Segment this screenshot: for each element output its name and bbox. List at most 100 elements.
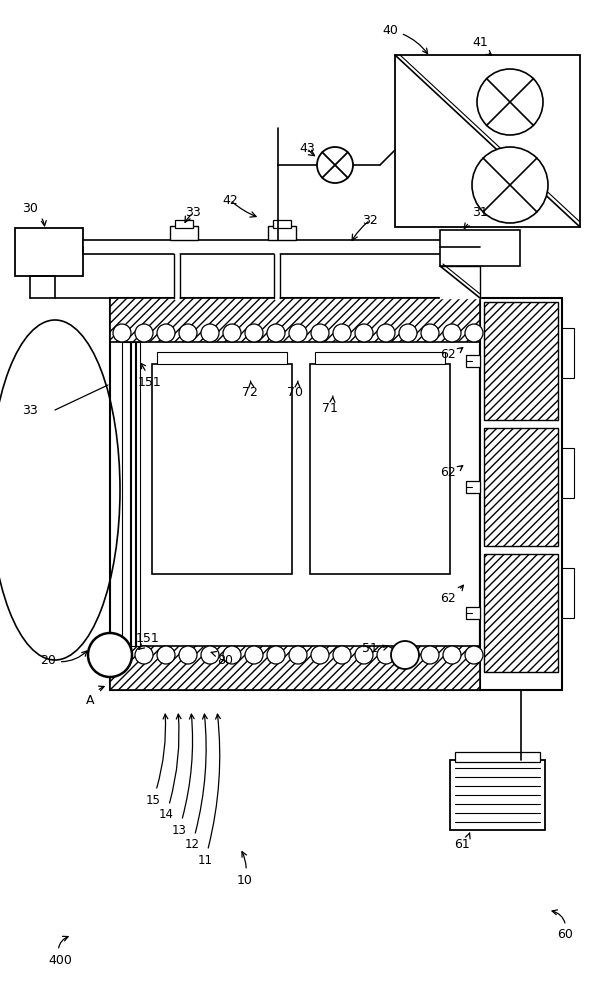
Circle shape [245,646,263,664]
Circle shape [311,646,329,664]
Text: 51: 51 [362,642,388,654]
Bar [83,240,480,254]
Bar [455,752,540,762]
Text: 41: 41 [472,35,491,55]
Bar [157,352,287,364]
Circle shape [113,324,131,342]
Text: 62: 62 [440,466,463,480]
Text: 15: 15 [146,714,168,806]
Circle shape [311,324,329,342]
Bar [110,646,480,690]
Bar [562,448,574,498]
Circle shape [157,324,175,342]
Bar [315,352,445,364]
Bar [110,298,480,690]
Circle shape [245,324,263,342]
Bar [484,428,558,546]
Text: 70: 70 [287,381,303,399]
Circle shape [399,646,417,664]
Circle shape [289,324,307,342]
Circle shape [377,324,395,342]
Bar [268,226,296,240]
Circle shape [443,324,461,342]
Circle shape [355,646,373,664]
Circle shape [377,646,395,664]
Bar [273,220,291,228]
Bar [136,342,140,646]
Bar [466,481,480,493]
Bar [310,364,450,574]
Circle shape [179,646,197,664]
Bar [175,220,193,228]
Circle shape [399,324,417,342]
Circle shape [421,324,439,342]
Circle shape [465,646,483,664]
Bar [440,230,520,266]
Circle shape [472,147,548,223]
Text: 32: 32 [362,214,378,227]
Bar [466,355,480,367]
Circle shape [465,324,483,342]
Text: 14: 14 [158,714,181,822]
Circle shape [201,646,219,664]
Bar [122,342,130,646]
Circle shape [421,646,439,664]
Text: 12: 12 [185,714,207,852]
Bar [562,328,574,378]
Bar [170,226,198,240]
Text: 71: 71 [322,396,338,414]
Text: 62: 62 [440,585,463,604]
Bar [110,298,480,342]
Bar [466,607,480,619]
Circle shape [135,646,153,664]
Circle shape [317,147,353,183]
Circle shape [201,324,219,342]
Circle shape [289,646,307,664]
Text: 13: 13 [172,714,194,836]
Bar [152,364,292,574]
Text: 31: 31 [464,207,488,229]
Text: 151: 151 [136,632,160,649]
Text: 11: 11 [197,714,220,866]
Circle shape [333,324,351,342]
Text: 80: 80 [211,651,233,666]
Text: 61: 61 [454,833,470,852]
Text: 10: 10 [237,852,253,886]
Bar [484,554,558,672]
Bar [484,302,558,420]
Circle shape [113,646,131,664]
Text: 20: 20 [40,651,87,666]
Text: 30: 30 [22,202,46,226]
Circle shape [443,646,461,664]
Bar [450,760,545,830]
Text: 33: 33 [185,207,201,220]
Circle shape [391,641,419,669]
Text: 33: 33 [22,403,38,416]
Text: 400: 400 [48,936,72,966]
Circle shape [88,633,132,677]
Bar [395,55,580,227]
Circle shape [267,324,285,342]
Text: 62: 62 [440,348,463,361]
Text: A: A [86,686,104,706]
Circle shape [179,324,197,342]
Bar [562,568,574,618]
Circle shape [223,324,241,342]
Text: 72: 72 [242,381,258,399]
Circle shape [157,646,175,664]
Text: 42: 42 [222,194,238,207]
Bar [131,342,135,646]
Circle shape [223,646,241,664]
Circle shape [267,646,285,664]
Text: 40: 40 [382,23,428,54]
Text: 60: 60 [552,910,573,942]
Circle shape [477,69,543,135]
Circle shape [135,324,153,342]
Text: 43: 43 [299,141,315,154]
Circle shape [333,646,351,664]
Bar [15,228,83,276]
Bar [480,298,562,690]
Polygon shape [440,266,480,298]
Circle shape [355,324,373,342]
Text: 151: 151 [138,363,162,388]
